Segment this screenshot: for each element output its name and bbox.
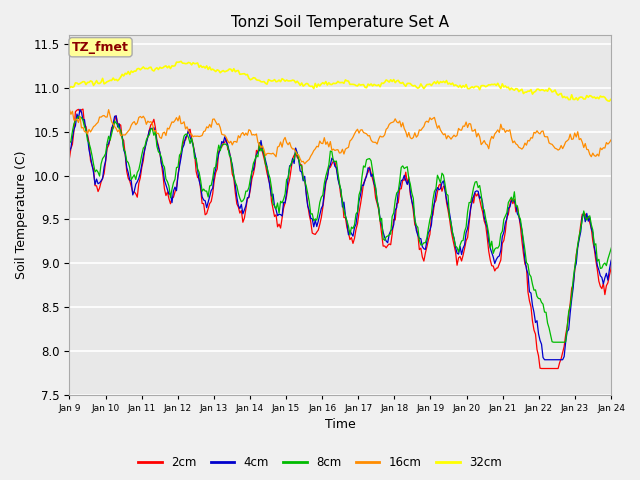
16cm: [103, 114, 111, 120]
32cm: [479, 83, 486, 88]
Line: 4cm: 4cm: [69, 109, 640, 360]
32cm: [364, 81, 372, 87]
16cm: [85, 127, 93, 132]
32cm: [565, 97, 573, 103]
32cm: [103, 79, 111, 84]
8cm: [550, 339, 557, 345]
4cm: [566, 310, 574, 316]
4cm: [105, 141, 113, 147]
Y-axis label: Soil Temperature (C): Soil Temperature (C): [15, 151, 28, 279]
2cm: [79, 106, 87, 112]
8cm: [364, 156, 372, 162]
Line: 8cm: 8cm: [69, 116, 640, 342]
4cm: [479, 201, 486, 206]
16cm: [65, 107, 73, 112]
8cm: [65, 140, 73, 146]
X-axis label: Time: Time: [325, 419, 356, 432]
4cm: [541, 357, 548, 362]
Legend: 2cm, 4cm, 8cm, 16cm, 32cm: 2cm, 4cm, 8cm, 16cm, 32cm: [134, 452, 506, 474]
16cm: [301, 161, 308, 167]
Line: 16cm: 16cm: [69, 109, 640, 164]
2cm: [364, 169, 372, 175]
8cm: [566, 303, 574, 309]
16cm: [364, 133, 372, 139]
32cm: [623, 105, 631, 111]
2cm: [65, 156, 73, 161]
16cm: [565, 136, 573, 142]
8cm: [75, 113, 83, 119]
2cm: [479, 209, 486, 215]
8cm: [105, 133, 113, 139]
4cm: [65, 148, 73, 154]
2cm: [538, 366, 545, 372]
16cm: [479, 140, 486, 145]
Line: 32cm: 32cm: [69, 61, 640, 108]
2cm: [105, 143, 113, 148]
Line: 2cm: 2cm: [69, 109, 640, 369]
32cm: [85, 80, 93, 85]
Title: Tonzi Soil Temperature Set A: Tonzi Soil Temperature Set A: [231, 15, 449, 30]
8cm: [479, 206, 486, 212]
Text: TZ_fmet: TZ_fmet: [72, 41, 129, 54]
4cm: [364, 165, 372, 171]
2cm: [86, 157, 94, 163]
32cm: [177, 59, 185, 64]
4cm: [76, 107, 84, 112]
8cm: [86, 145, 94, 151]
2cm: [566, 301, 574, 307]
4cm: [86, 154, 94, 160]
32cm: [65, 85, 73, 91]
